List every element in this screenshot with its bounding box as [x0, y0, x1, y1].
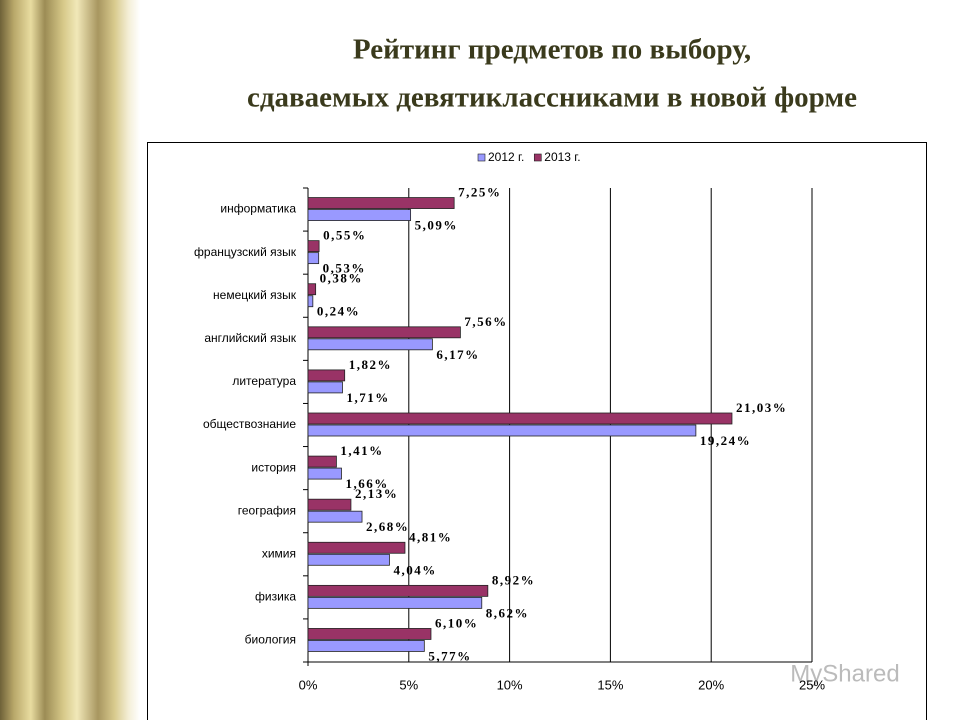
value-label: 7,25%	[458, 185, 501, 200]
value-label: 21,03%	[736, 400, 787, 415]
y-tick-label: география	[238, 503, 296, 517]
bar	[307, 467, 342, 480]
value-label: 2,13%	[355, 486, 398, 501]
value-label: 7,56%	[464, 314, 507, 329]
value-label: 5,09%	[415, 218, 458, 233]
bar	[307, 553, 390, 566]
watermark: MyShared	[790, 660, 899, 687]
y-tick-label: биология	[245, 633, 296, 647]
legend-swatch	[477, 153, 486, 162]
bar	[307, 412, 733, 425]
bar	[307, 541, 406, 554]
bar	[307, 209, 412, 221]
legend-label: 2013 г.	[544, 150, 580, 164]
bar	[307, 596, 483, 609]
y-tick-label: французский язык	[194, 245, 297, 259]
y-tick-label: немецкий язык	[213, 288, 297, 302]
value-label: 0,53%	[323, 261, 366, 276]
y-tick-label: физика	[255, 590, 296, 604]
value-label: 4,81%	[409, 529, 452, 544]
value-label: 1,71%	[346, 390, 389, 405]
bar	[307, 338, 433, 351]
bar	[307, 584, 489, 597]
bar	[307, 498, 352, 511]
chart-title: сдаваемых девятиклассниками в новой форм…	[247, 82, 857, 114]
bar	[307, 381, 343, 394]
value-label: 1,41%	[340, 443, 383, 458]
chart-title: Рейтинг предметов по выбору,	[353, 34, 751, 66]
value-label: 0,55%	[323, 228, 366, 243]
bar	[307, 640, 425, 652]
value-label: 5,77%	[428, 648, 471, 663]
x-tick-label: 25%	[799, 677, 825, 692]
legend-swatch	[533, 153, 542, 162]
bar	[307, 369, 346, 382]
legend-label: 2012 г.	[488, 150, 524, 164]
value-label: 6,17%	[436, 347, 479, 362]
value-label: 4,04%	[393, 562, 436, 577]
bar	[307, 424, 697, 437]
y-tick-label: информатика	[220, 202, 296, 216]
decor-strip	[0, 0, 140, 720]
bar	[307, 455, 337, 468]
value-label: 0,24%	[317, 304, 360, 319]
bar	[307, 240, 320, 253]
y-tick-label: английский язык	[204, 331, 296, 345]
bar	[307, 628, 432, 640]
x-tick-label: 5%	[399, 677, 418, 692]
y-tick-label: литература	[232, 374, 296, 388]
value-label: 0,38%	[320, 271, 363, 286]
value-label: 6,10%	[435, 615, 478, 630]
x-tick-label: 10%	[497, 677, 523, 692]
value-label: 19,24%	[700, 433, 751, 448]
bar	[307, 283, 317, 296]
y-tick-label: химия	[262, 546, 296, 560]
y-tick-label: история	[251, 460, 296, 474]
x-tick-label: 0%	[299, 677, 318, 692]
bar	[307, 295, 314, 308]
value-label: 8,92%	[492, 572, 535, 587]
x-tick-label: 15%	[597, 677, 623, 692]
value-label: 2,68%	[366, 519, 409, 534]
y-tick-label: обществознание	[203, 417, 296, 431]
bar	[307, 326, 461, 339]
value-label: 8,62%	[486, 605, 529, 620]
bar	[307, 252, 320, 265]
x-tick-label: 20%	[698, 677, 724, 692]
bar	[307, 197, 455, 209]
value-label: 1,66%	[345, 476, 388, 491]
value-label: 1,82%	[349, 357, 392, 372]
bar	[307, 510, 363, 523]
